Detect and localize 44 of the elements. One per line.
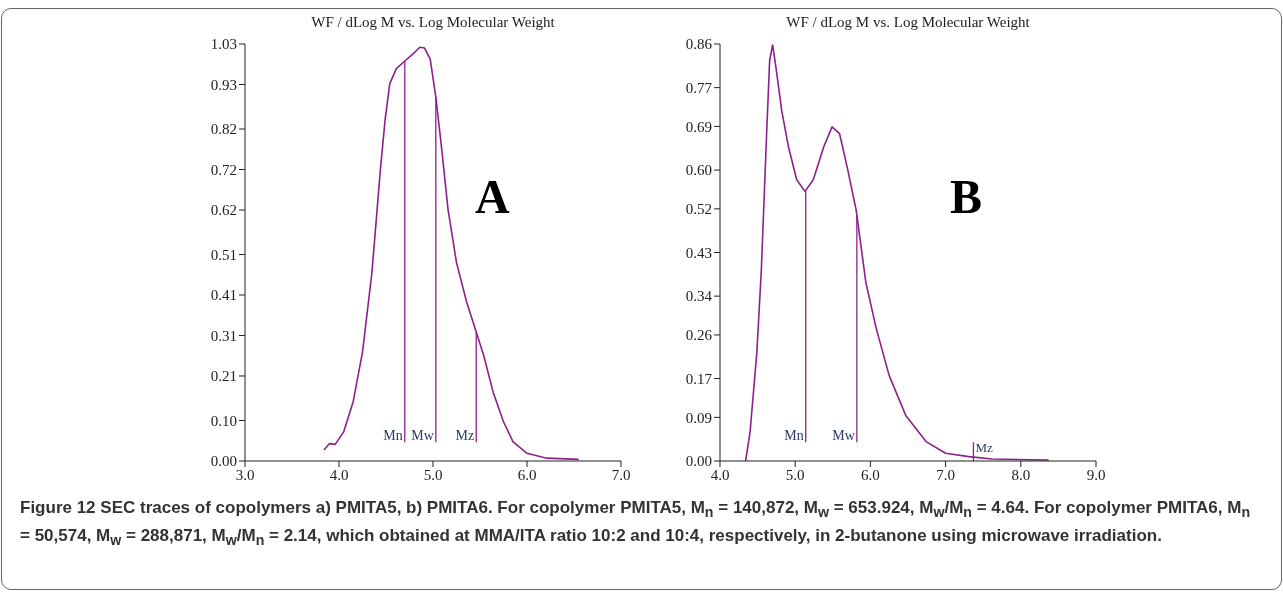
ref-line-label: Mw: [411, 428, 435, 444]
ref-line-label: Mw: [832, 428, 856, 444]
text: Figure 12 SEC traces of copolymers a) PMITA5, b) PMITA6. For copolymer PMITA5, M$_{n}$ = 140,872, M$_{w}$ = 653.924, M$_{w}$/M$_{n}$ = 4.64. For copolymer PMITA6, M$_{n}$ = 50,574, M$_{w}$ = 288,871, M$_{w}$/M$_{n}$ = 2.14, which obtained at MMA/ITA ratio 10:2 and 10:4, respectively, in 2-butanone using microwave irradiation.: [20, 498, 1251, 549]
y-tick-label: 0.09: [685, 409, 712, 426]
x-tick-label: 5.0: [785, 466, 805, 483]
x-tick-label: 4.0: [710, 466, 730, 483]
y-tick-label: 0.41: [210, 287, 237, 304]
y-tick-label: 1.03: [210, 36, 237, 53]
y-tick-label: 0.82: [210, 121, 237, 138]
chart-title: WF / dLog M vs. Log Molecular Weight: [310, 14, 556, 31]
y-tick-label: 0.17: [685, 370, 713, 387]
y-tick-label: 0.69: [685, 118, 712, 135]
y-tick-label: 0.60: [685, 162, 712, 179]
ref-line-label: Mz: [455, 428, 475, 444]
x-tick-label: 8.0: [1011, 466, 1031, 483]
annotation: B: [950, 169, 983, 224]
y-tick-label: 0.52: [685, 201, 712, 218]
y-tick-label: 0.26: [685, 327, 713, 344]
y-tick-label: 0.43: [685, 244, 712, 261]
y-tick-label: 0.51: [210, 246, 237, 263]
y-tick-label: 0.93: [210, 76, 237, 93]
ref-line-label: Mn: [784, 428, 804, 444]
y-tick-label: 0.31: [210, 327, 237, 344]
x-tick-label: 5.0: [423, 466, 443, 483]
y-tick-label: 0.21: [210, 368, 237, 385]
ref-line-label: Mz: [975, 440, 993, 456]
annotation: A: [475, 169, 510, 224]
y-tick-label: 0.00: [685, 453, 712, 470]
ref-line-label: Mn: [383, 428, 403, 444]
y-tick-label: 0.62: [210, 202, 237, 219]
y-tick-label: 0.86: [685, 36, 713, 53]
y-tick-label: 0.77: [685, 79, 713, 96]
x-tick-label: 3.0: [235, 466, 255, 483]
y-tick-label: 0.34: [685, 288, 713, 305]
y-tick-label: 0.72: [210, 161, 237, 178]
y-tick-label: 0.10: [210, 412, 237, 429]
y-tick-label: 0.00: [210, 453, 237, 470]
x-tick-label: 7.0: [936, 466, 955, 483]
x-tick-label: 6.0: [861, 466, 880, 483]
x-tick-label: 4.0: [329, 466, 349, 483]
x-tick-label: 9.0: [1086, 466, 1106, 483]
x-tick-label: 7.0: [611, 466, 631, 483]
x-tick-label: 6.0: [517, 466, 537, 483]
chart-title: WF / dLog M vs. Log Molecular Weight: [785, 14, 1031, 31]
